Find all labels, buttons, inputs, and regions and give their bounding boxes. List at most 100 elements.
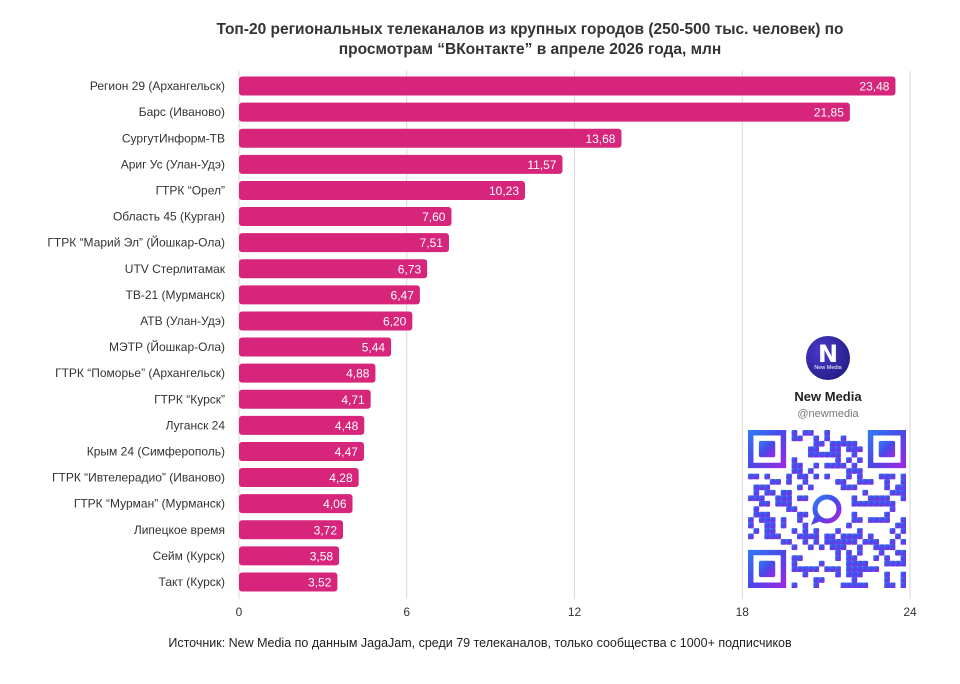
qr-module bbox=[835, 566, 841, 572]
qr-module bbox=[797, 511, 803, 518]
chat-bubble-icon bbox=[812, 494, 842, 524]
data-label: 4,48 bbox=[335, 419, 359, 433]
qr-module bbox=[802, 522, 809, 529]
qr-module bbox=[748, 533, 754, 540]
qr-module bbox=[851, 582, 858, 588]
qr-module bbox=[764, 533, 771, 540]
qr-module bbox=[824, 538, 831, 545]
qr-module bbox=[753, 528, 760, 534]
qr-module bbox=[840, 582, 847, 588]
qr-module bbox=[791, 430, 798, 436]
qr-module bbox=[802, 566, 809, 572]
category-label: Область 45 (Курган) bbox=[113, 210, 225, 224]
qr-module bbox=[797, 495, 803, 502]
qr-module bbox=[824, 566, 831, 572]
data-label: 7,51 bbox=[420, 236, 444, 250]
data-label: 11,57 bbox=[527, 158, 556, 172]
qr-module bbox=[829, 533, 836, 540]
qr-module bbox=[813, 566, 820, 572]
qr-code-icon[interactable] bbox=[748, 430, 906, 588]
qr-module bbox=[753, 473, 760, 480]
qr-module bbox=[802, 479, 809, 485]
qr-module bbox=[764, 528, 771, 534]
category-label: Луганск 24 bbox=[166, 418, 226, 432]
qr-module bbox=[867, 500, 874, 507]
qr-module bbox=[791, 462, 798, 469]
bar bbox=[239, 285, 420, 305]
qr-module bbox=[797, 435, 803, 442]
qr-module bbox=[748, 495, 754, 502]
qr-module bbox=[851, 511, 858, 518]
chat-bubble-tail bbox=[811, 515, 821, 525]
data-label: 3,52 bbox=[308, 575, 332, 589]
qr-module bbox=[829, 544, 836, 551]
qr-module bbox=[846, 533, 852, 540]
qr-module bbox=[851, 517, 858, 523]
qr-module bbox=[758, 495, 765, 502]
bar bbox=[239, 207, 452, 227]
qr-module bbox=[840, 484, 847, 491]
x-tick-label: 18 bbox=[736, 605, 750, 619]
qr-module bbox=[889, 500, 896, 507]
qr-module bbox=[900, 560, 906, 567]
qr-module bbox=[851, 566, 858, 572]
bar bbox=[239, 259, 428, 279]
qr-module bbox=[884, 560, 890, 567]
qr-module bbox=[780, 495, 787, 502]
qr-module bbox=[791, 555, 798, 562]
qr-module bbox=[758, 484, 765, 491]
qr-module bbox=[786, 473, 792, 480]
qr-module bbox=[748, 473, 754, 480]
qr-module bbox=[846, 566, 852, 572]
qr-module bbox=[758, 500, 765, 507]
qr-module bbox=[813, 577, 820, 583]
qr-module bbox=[900, 555, 906, 562]
data-label: 23,48 bbox=[859, 80, 889, 94]
category-label: АТВ (Улан-Удэ) bbox=[140, 314, 225, 328]
qr-module bbox=[797, 462, 803, 469]
qr-module bbox=[769, 533, 776, 540]
x-tick-label: 6 bbox=[403, 605, 410, 619]
qr-module bbox=[900, 479, 906, 485]
qr-module bbox=[829, 462, 836, 469]
category-label: Регион 29 (Архангельск) bbox=[90, 79, 225, 93]
qr-module bbox=[764, 511, 771, 518]
qr-module bbox=[895, 522, 901, 529]
qr-module bbox=[835, 440, 841, 447]
qr-module bbox=[856, 533, 863, 540]
qr-module bbox=[775, 479, 781, 485]
qr-module bbox=[786, 479, 792, 485]
qr-module bbox=[786, 489, 792, 496]
data-label: 10,23 bbox=[489, 184, 519, 198]
qr-module bbox=[807, 484, 814, 491]
qr-module bbox=[786, 506, 792, 513]
bar bbox=[239, 180, 526, 200]
qr-module bbox=[889, 560, 896, 567]
qr-module bbox=[786, 495, 792, 502]
qr-module bbox=[846, 538, 852, 545]
qr-module bbox=[900, 538, 906, 545]
qr-module bbox=[862, 489, 869, 496]
qr-module bbox=[873, 555, 880, 562]
qr-module bbox=[835, 538, 841, 545]
qr-module bbox=[769, 479, 776, 485]
qr-module bbox=[753, 506, 760, 513]
qr-module bbox=[807, 533, 814, 540]
data-label: 4,28 bbox=[329, 471, 353, 485]
qr-module bbox=[780, 538, 787, 545]
qr-module bbox=[775, 500, 781, 507]
category-label: Барс (Иваново) bbox=[139, 105, 225, 119]
qr-module bbox=[813, 440, 820, 447]
bar bbox=[239, 389, 371, 409]
qr-module bbox=[900, 489, 906, 496]
qr-module bbox=[818, 577, 825, 583]
qr-module bbox=[802, 511, 809, 518]
qr-module bbox=[889, 506, 896, 513]
qr-module bbox=[846, 560, 852, 567]
qr-module bbox=[753, 484, 760, 491]
qr-module bbox=[862, 566, 869, 572]
chart-title: Топ-20 региональных телеканалов из крупн… bbox=[216, 21, 844, 58]
bar bbox=[239, 468, 359, 488]
qr-module bbox=[856, 549, 863, 556]
qr-module bbox=[769, 528, 776, 534]
